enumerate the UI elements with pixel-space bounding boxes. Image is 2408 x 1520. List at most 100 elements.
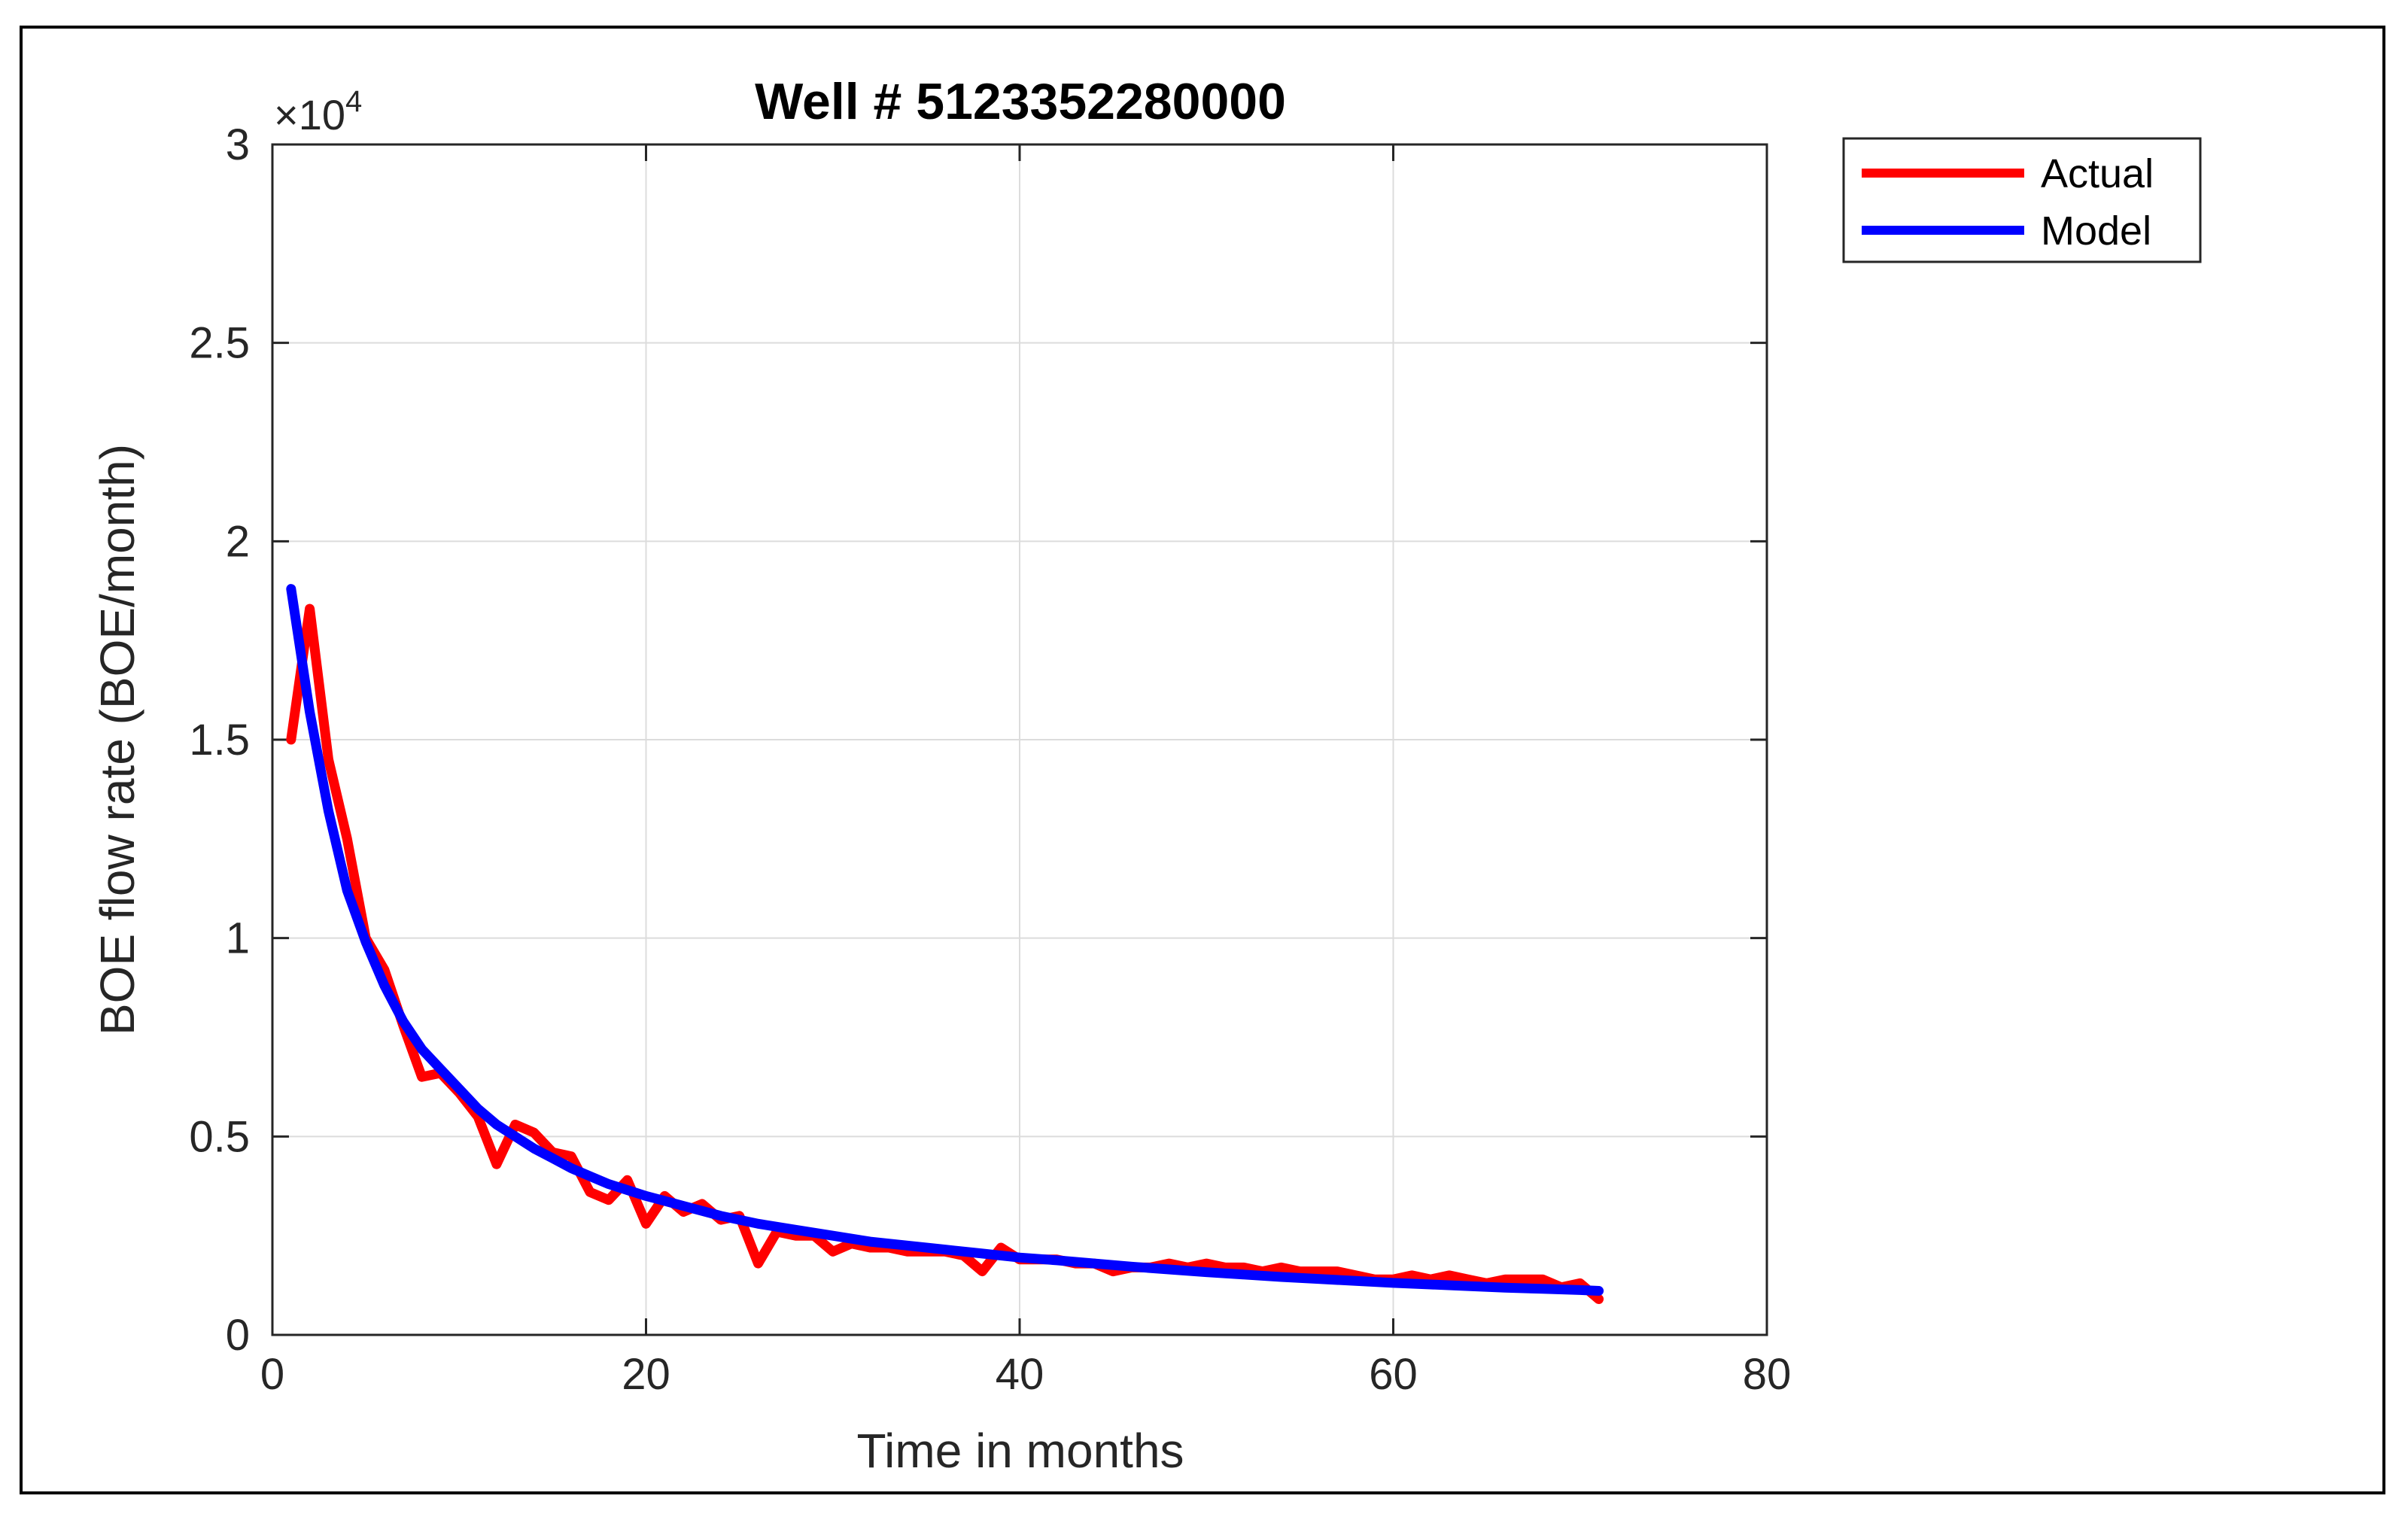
data-point-actual — [327, 758, 330, 761]
x-tick-label: 0 — [260, 1350, 284, 1399]
data-point-actual — [1280, 1266, 1283, 1269]
data-point-actual — [1336, 1270, 1339, 1273]
chart-title: Well # 5123352280000 — [755, 73, 1286, 130]
data-point-actual — [1410, 1274, 1413, 1277]
data-point-model — [1093, 1262, 1096, 1265]
data-point-actual — [645, 1222, 648, 1225]
data-point-actual — [1579, 1281, 1582, 1284]
data-point-actual — [514, 1123, 517, 1126]
data-point-actual — [1541, 1278, 1544, 1281]
data-point-model — [364, 941, 367, 944]
data-point-actual — [495, 1163, 498, 1166]
data-point-model — [868, 1240, 871, 1243]
series-line-model — [286, 584, 1604, 1296]
data-point-actual — [421, 1075, 424, 1078]
series-lines — [286, 584, 1604, 1304]
data-point-model — [1018, 1256, 1021, 1259]
data-point-model — [588, 1175, 591, 1178]
data-point-model — [327, 810, 330, 813]
x-axis-label: Time in months — [856, 1424, 1184, 1478]
y-tick-label: 1 — [226, 914, 250, 963]
data-point-actual — [345, 838, 348, 841]
legend-box — [1842, 137, 2202, 263]
figure-frame — [20, 26, 2385, 1494]
data-point-model — [1280, 1275, 1283, 1278]
y-axis-label: BOE flow rate (BOE/month) — [90, 444, 144, 1035]
data-point-model — [1168, 1268, 1171, 1271]
data-point-actual — [981, 1270, 984, 1273]
x-tick-label: 80 — [1743, 1350, 1792, 1399]
data-point-model — [290, 588, 293, 591]
data-point-model — [383, 984, 386, 987]
legend-label-model: Model — [2041, 208, 2151, 254]
x-tick-label: 20 — [622, 1350, 670, 1399]
data-point-model — [1467, 1284, 1470, 1287]
data-point-model — [1541, 1287, 1544, 1290]
data-point-model — [832, 1234, 835, 1237]
data-point-actual — [533, 1131, 536, 1134]
data-point-model — [1205, 1271, 1208, 1274]
data-point-model — [1392, 1281, 1395, 1284]
data-point-model — [1503, 1286, 1507, 1289]
data-point-model — [682, 1205, 685, 1208]
data-point-model — [309, 710, 312, 713]
data-point-model — [607, 1183, 610, 1186]
y-exponent-base: ×10 — [274, 91, 345, 138]
data-point-actual — [1503, 1278, 1507, 1281]
data-point-actual — [1598, 1298, 1601, 1301]
data-point-model — [719, 1214, 722, 1218]
data-point-model — [402, 1020, 405, 1023]
data-point-actual — [309, 607, 312, 610]
axis-ticks: 0 20 40 60 80 0 0.5 1 1.5 2 2.5 3 — [189, 120, 1791, 1399]
data-point-actual — [290, 738, 293, 741]
data-point-actual — [1242, 1266, 1245, 1269]
data-point-actual — [1317, 1270, 1320, 1273]
data-point-model — [645, 1194, 648, 1197]
data-point-model — [458, 1087, 461, 1090]
y-exponent-power: 4 — [345, 85, 362, 118]
data-point-model — [570, 1167, 573, 1170]
series-line-actual — [286, 603, 1604, 1304]
x-tick-label: 60 — [1369, 1350, 1418, 1399]
data-point-actual — [588, 1190, 591, 1193]
data-point-actual — [570, 1155, 573, 1158]
data-point-model — [981, 1252, 984, 1255]
legend-label-actual: Actual — [2041, 151, 2154, 196]
data-point-model — [756, 1222, 759, 1225]
data-point-model — [1598, 1289, 1601, 1292]
data-point-actual — [1522, 1278, 1525, 1281]
data-point-actual — [701, 1202, 704, 1205]
data-point-actual — [607, 1199, 610, 1202]
data-point-actual — [1298, 1270, 1301, 1273]
y-tick-label: 2 — [226, 517, 250, 566]
data-point-actual — [1111, 1270, 1114, 1273]
y-tick-label: 0.5 — [189, 1112, 250, 1161]
y-tick-label: 1.5 — [189, 716, 250, 765]
data-point-model — [421, 1047, 424, 1050]
data-point-model — [439, 1068, 442, 1071]
data-point-actual — [1467, 1278, 1470, 1281]
y-tick-label: 2.5 — [189, 319, 250, 368]
data-point-model — [1242, 1273, 1245, 1276]
data-point-model — [1056, 1259, 1059, 1262]
data-point-model — [476, 1107, 479, 1110]
data-point-actual — [832, 1250, 835, 1253]
data-point-model — [1429, 1283, 1432, 1286]
data-point-model — [551, 1157, 554, 1160]
data-point-actual — [1448, 1274, 1451, 1277]
x-tick-label: 40 — [996, 1350, 1044, 1399]
y-tick-label: 0 — [226, 1311, 250, 1360]
legend: Actual Model — [1842, 137, 2202, 263]
y-axis-exponent: ×104 — [274, 85, 362, 138]
data-point-model — [1579, 1288, 1582, 1291]
y-tick-label: 3 — [226, 120, 250, 169]
data-point-model — [794, 1228, 797, 1231]
data-point-model — [1354, 1279, 1358, 1282]
data-point-actual — [999, 1246, 1002, 1249]
data-point-model — [944, 1248, 947, 1251]
data-point-model — [906, 1244, 909, 1247]
data-point-actual — [626, 1178, 629, 1181]
data-point-model — [345, 889, 348, 892]
data-point-model — [495, 1123, 498, 1126]
